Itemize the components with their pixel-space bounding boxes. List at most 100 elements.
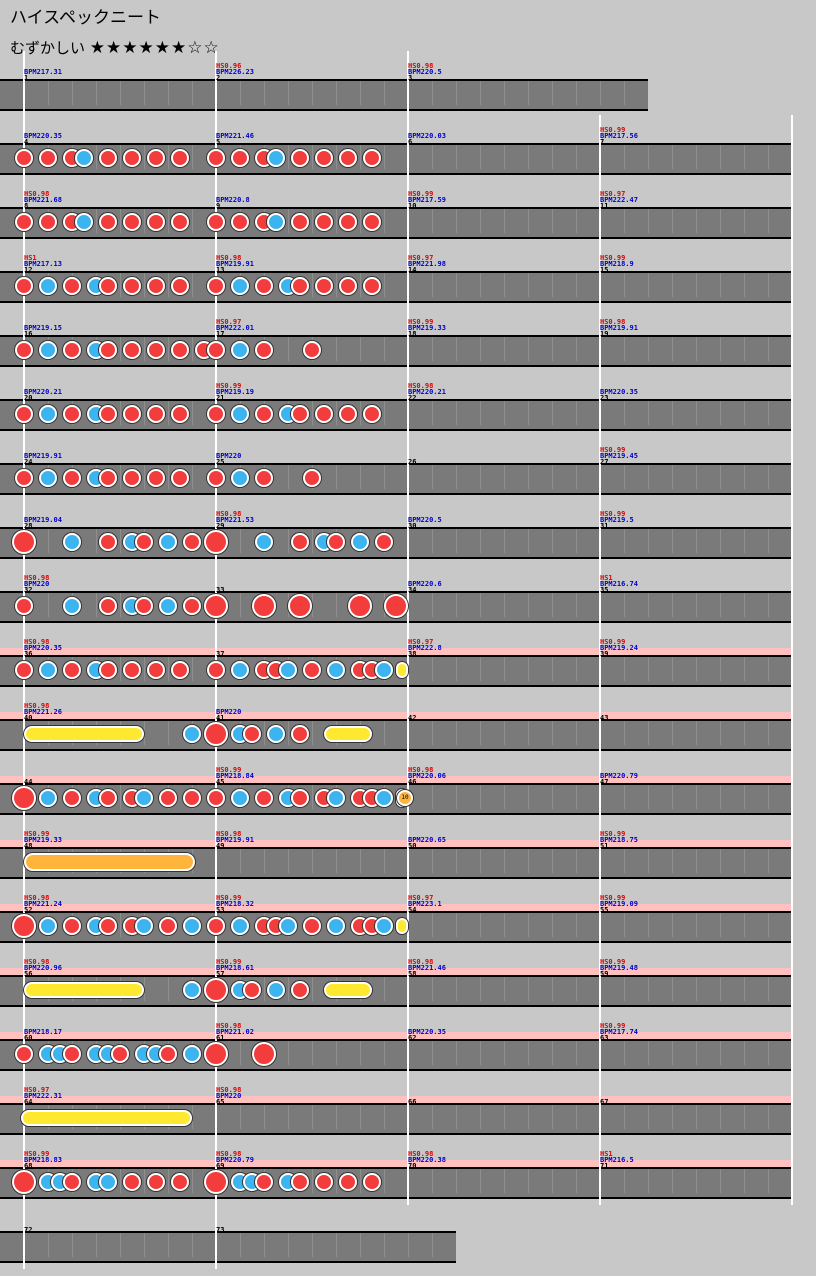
beat-line bbox=[600, 81, 601, 105]
beat-line bbox=[480, 465, 481, 489]
don-note bbox=[147, 661, 165, 679]
beat-line bbox=[624, 849, 625, 873]
ka-note bbox=[183, 981, 201, 999]
ka-note bbox=[159, 597, 177, 615]
note-lane bbox=[0, 527, 792, 559]
don-note bbox=[315, 277, 333, 295]
beat-line bbox=[264, 81, 265, 105]
beat-line bbox=[744, 913, 745, 937]
hs-label: HS0.98 bbox=[24, 190, 50, 198]
don-note bbox=[147, 405, 165, 423]
beat-line bbox=[552, 401, 553, 425]
chart-row: HS0.98 BPM220 32 33 BPM220.6 34 HS1 BPM216.74 35 bbox=[0, 563, 816, 636]
don-note bbox=[159, 789, 177, 807]
bar-line bbox=[407, 819, 409, 885]
don-note bbox=[63, 917, 81, 935]
beat-line bbox=[288, 977, 289, 1001]
ka-note bbox=[135, 789, 153, 807]
don-note bbox=[99, 917, 117, 935]
beat-line bbox=[768, 849, 769, 873]
chart-row: BPM220.35 4 BPM221.46 5 BPM220.03 6 HS0.99 BPM2… bbox=[0, 115, 816, 188]
beat-line bbox=[696, 1105, 697, 1129]
don-note bbox=[291, 533, 309, 551]
measure-number: 36 bbox=[24, 650, 33, 658]
measure-number: 33 bbox=[216, 586, 225, 594]
don-note bbox=[39, 213, 57, 231]
bar-line bbox=[215, 243, 217, 309]
beat-line bbox=[504, 273, 505, 297]
beat-line bbox=[384, 1105, 385, 1129]
beat-line bbox=[456, 913, 457, 937]
don-note bbox=[207, 341, 225, 359]
beat-line bbox=[744, 529, 745, 553]
don-note bbox=[303, 469, 321, 487]
beat-line bbox=[288, 529, 289, 553]
hs-label: HS0.98 bbox=[24, 702, 50, 710]
beat-line bbox=[576, 721, 577, 745]
measure-number: 58 bbox=[408, 970, 417, 978]
hs-label: HS0.99 bbox=[600, 830, 626, 838]
bar-line bbox=[791, 243, 793, 309]
beat-line bbox=[168, 401, 169, 425]
measure-number: 72 bbox=[24, 1226, 33, 1234]
beat-line bbox=[576, 785, 577, 809]
don-note bbox=[171, 469, 189, 487]
beat-line bbox=[528, 401, 529, 425]
beat-line bbox=[456, 273, 457, 297]
ka-note bbox=[375, 661, 393, 679]
beat-line bbox=[744, 1105, 745, 1129]
bpm-label: BPM220.65 bbox=[408, 836, 446, 844]
bpm-label: BPM220.35 bbox=[24, 132, 62, 140]
beat-line bbox=[288, 145, 289, 169]
ka-note bbox=[267, 981, 285, 999]
hs-label: HS0.98 bbox=[216, 1022, 242, 1030]
beat-line bbox=[264, 977, 265, 1001]
don-note bbox=[255, 1173, 273, 1191]
beat-line bbox=[648, 145, 649, 169]
chart-row: BPM219.04 28 HS0.98 BPM221.53 29 BPM220.5 30 HS… bbox=[0, 499, 816, 572]
bar-line bbox=[791, 1011, 793, 1077]
measure-number: 68 bbox=[24, 1162, 33, 1170]
beat-line bbox=[432, 273, 433, 297]
beat-line bbox=[576, 465, 577, 489]
measure-number: 52 bbox=[24, 906, 33, 914]
beat-line bbox=[768, 1105, 769, 1129]
drumroll bbox=[24, 726, 144, 742]
hs-label: HS0.98 bbox=[216, 830, 242, 838]
don-note bbox=[123, 149, 141, 167]
measure-number: 40 bbox=[24, 714, 33, 722]
measure-number: 31 bbox=[600, 522, 609, 530]
bar-line bbox=[599, 243, 601, 309]
beat-line bbox=[264, 721, 265, 745]
beat-line bbox=[672, 209, 673, 233]
beat-line bbox=[768, 337, 769, 361]
bar-line bbox=[791, 371, 793, 437]
don-note bbox=[339, 1173, 357, 1191]
ka-note bbox=[375, 789, 393, 807]
beat-line bbox=[528, 145, 529, 169]
beat-line bbox=[456, 977, 457, 1001]
beat-line bbox=[360, 1105, 361, 1129]
beat-line bbox=[360, 1041, 361, 1065]
don-note bbox=[291, 277, 309, 295]
chart-row: BPM219.91 24 BPM220 25 26 HS0.99 BPM219.45 27 bbox=[0, 435, 816, 508]
bpm-label: BPM220.38 bbox=[408, 1156, 446, 1164]
bar-line bbox=[407, 1075, 409, 1141]
measure-number: 9 bbox=[216, 202, 221, 210]
beat-line bbox=[504, 785, 505, 809]
ka-note bbox=[39, 661, 57, 679]
measure-number: 22 bbox=[408, 394, 417, 402]
measure-number: 17 bbox=[216, 330, 225, 338]
beat-line bbox=[384, 145, 385, 169]
beat-line bbox=[336, 1041, 337, 1065]
don-note bbox=[123, 469, 141, 487]
beat-line bbox=[528, 529, 529, 553]
don-note bbox=[99, 149, 117, 167]
beat-line bbox=[504, 337, 505, 361]
beat-line bbox=[384, 977, 385, 1001]
don-note bbox=[291, 981, 309, 999]
beat-line bbox=[744, 1041, 745, 1065]
measure-number: 32 bbox=[24, 586, 33, 594]
hs-label: HS0.99 bbox=[24, 830, 50, 838]
measure-number: 28 bbox=[24, 522, 33, 530]
